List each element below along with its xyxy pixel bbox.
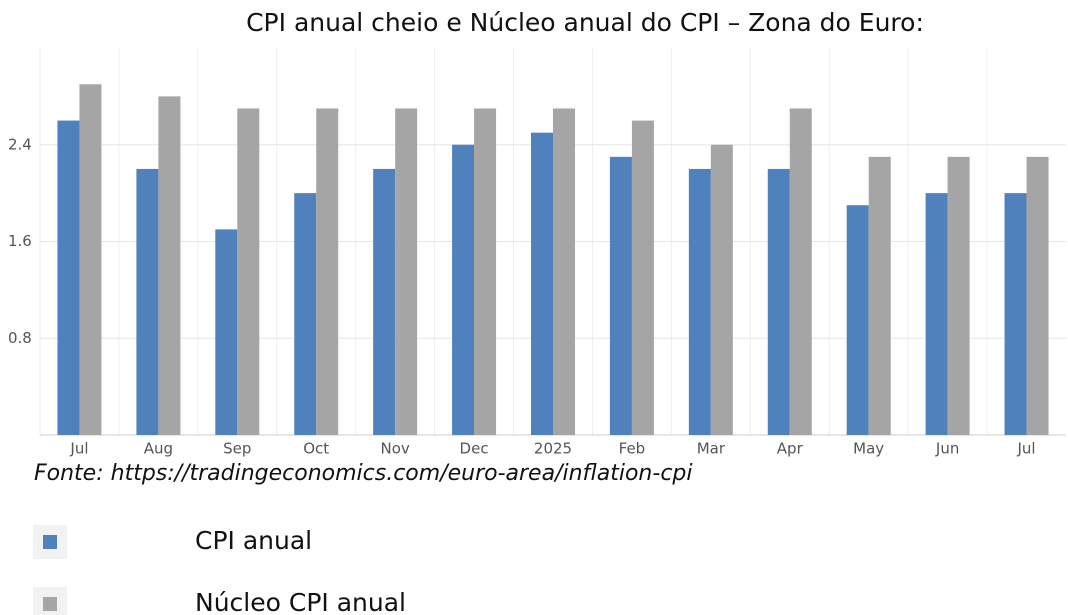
x-tick-label: Jun: [935, 440, 959, 458]
bar: [452, 144, 475, 435]
bar: [79, 84, 102, 435]
bar: [395, 108, 418, 435]
bar: [925, 193, 948, 435]
bar: [237, 108, 260, 435]
bar: [947, 156, 970, 435]
bar: [631, 120, 654, 435]
legend-swatch: [43, 535, 57, 549]
x-tick-label: Oct: [303, 440, 329, 458]
bar: [1026, 156, 1049, 435]
x-tick-label: Jul: [69, 440, 88, 458]
bar: [158, 96, 181, 435]
x-tick-label: Sep: [223, 440, 251, 458]
x-tick-label: 2025: [534, 440, 572, 458]
bar: [316, 108, 339, 435]
bar: [710, 144, 733, 435]
bar: [531, 132, 553, 435]
bar: [1004, 193, 1027, 435]
bar: [609, 156, 632, 435]
bar: [373, 168, 396, 435]
bar: [57, 120, 80, 435]
chart-title: CPI anual cheio e Núcleo anual do CPI – …: [246, 8, 924, 37]
y-tick-label: 1.6: [8, 232, 32, 250]
legend-label: CPI anual: [195, 526, 312, 555]
x-tick-label: Feb: [619, 440, 646, 458]
x-tick-label: Nov: [381, 440, 410, 458]
y-tick-label: 0.8: [8, 329, 32, 347]
bar: [846, 205, 869, 435]
bar: [136, 168, 159, 435]
bar: [688, 168, 711, 435]
source: Fonte: https://tradingeconomics.com/euro…: [34, 461, 693, 486]
x-tick-label: May: [853, 440, 884, 458]
x-tick-label: Jul: [1016, 440, 1035, 458]
bar: [868, 156, 891, 435]
bar: [294, 193, 317, 435]
x-tick-label: Mar: [697, 440, 726, 458]
x-tick-label: Dec: [460, 440, 489, 458]
legend-label: Núcleo CPI anual: [195, 588, 406, 615]
bar: [474, 108, 497, 435]
legend-swatch: [43, 597, 57, 611]
y-tick-label: 2.4: [8, 135, 32, 153]
bar: [553, 108, 575, 435]
bar: [215, 229, 238, 435]
x-tick-label: Aug: [144, 440, 173, 458]
bar: [767, 168, 790, 435]
bar: [789, 108, 812, 435]
x-tick-label: Apr: [777, 440, 804, 458]
